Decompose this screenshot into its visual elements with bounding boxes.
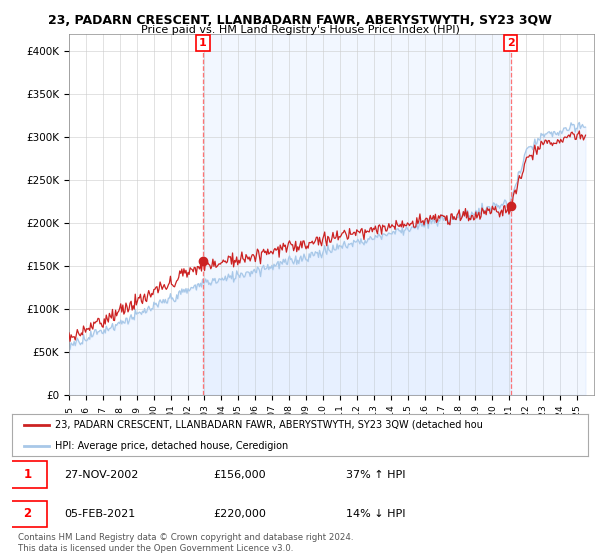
Text: 23, PADARN CRESCENT, LLANBADARN FAWR, ABERYSTWYTH, SY23 3QW (detached hou: 23, PADARN CRESCENT, LLANBADARN FAWR, AB… [55, 420, 483, 430]
Text: 27-NOV-2002: 27-NOV-2002 [64, 470, 138, 479]
Text: 37% ↑ HPI: 37% ↑ HPI [346, 470, 406, 479]
Bar [203, 34, 511, 395]
Text: Price paid vs. HM Land Registry's House Price Index (HPI): Price paid vs. HM Land Registry's House … [140, 25, 460, 35]
Text: £220,000: £220,000 [214, 509, 266, 519]
Text: Contains HM Land Registry data © Crown copyright and database right 2024.
This d: Contains HM Land Registry data © Crown c… [18, 533, 353, 553]
Text: 2: 2 [507, 38, 515, 48]
Text: 2: 2 [23, 507, 32, 520]
FancyBboxPatch shape [9, 501, 47, 527]
FancyBboxPatch shape [9, 461, 47, 488]
Text: £156,000: £156,000 [214, 470, 266, 479]
Text: 1: 1 [23, 468, 32, 481]
Text: HPI: Average price, detached house, Ceredigion: HPI: Average price, detached house, Cere… [55, 441, 289, 451]
Text: 05-FEB-2021: 05-FEB-2021 [64, 509, 135, 519]
Text: 23, PADARN CRESCENT, LLANBADARN FAWR, ABERYSTWYTH, SY23 3QW: 23, PADARN CRESCENT, LLANBADARN FAWR, AB… [48, 14, 552, 27]
Text: 14% ↓ HPI: 14% ↓ HPI [346, 509, 406, 519]
Text: 1: 1 [199, 38, 207, 48]
